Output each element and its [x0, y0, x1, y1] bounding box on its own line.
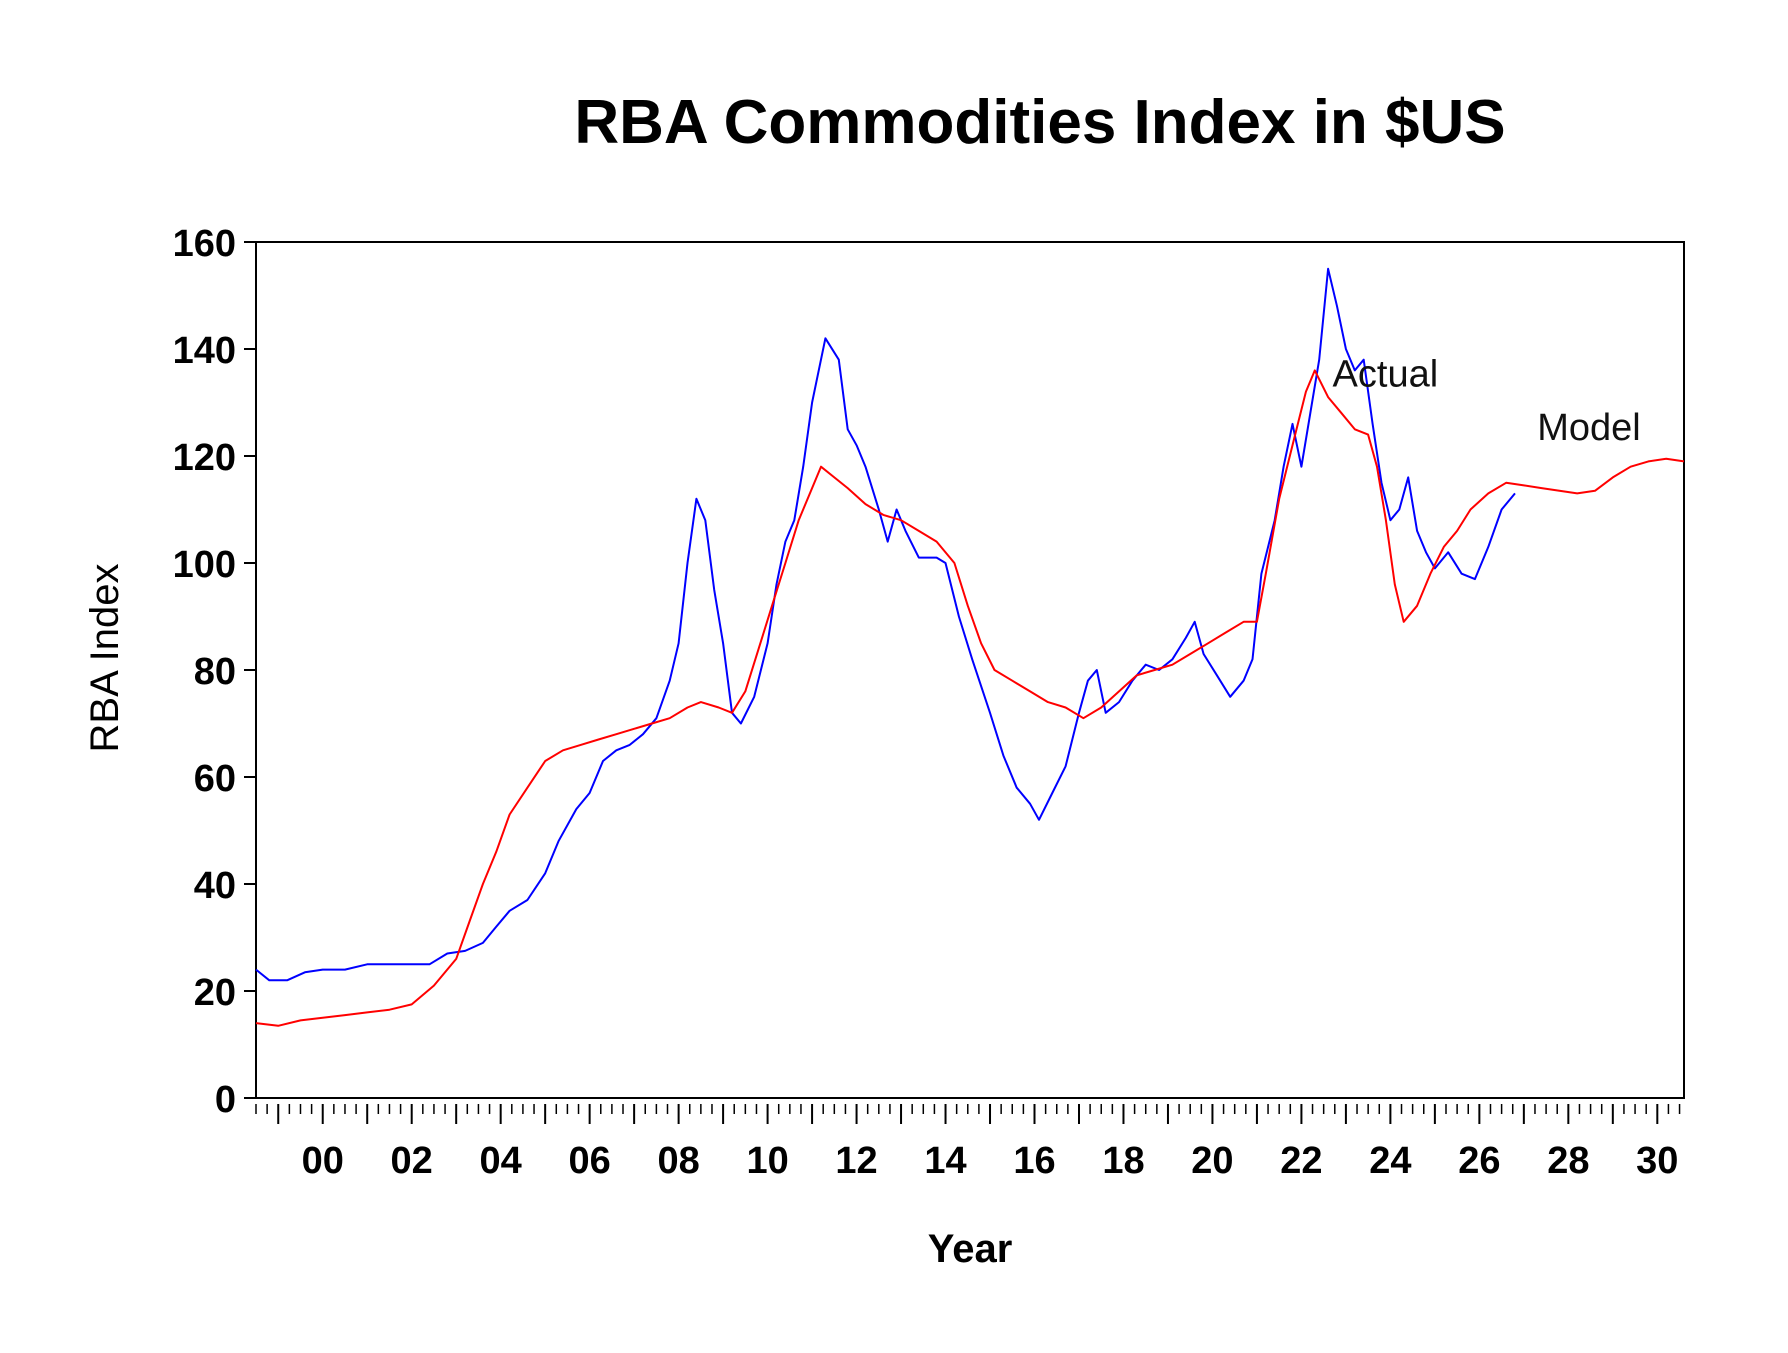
x-tick-label: 06 — [569, 1140, 611, 1182]
x-tick-label: 16 — [1013, 1140, 1055, 1182]
x-tick-label: 08 — [657, 1140, 699, 1182]
x-tick-label: 26 — [1458, 1140, 1500, 1182]
chart-title: RBA Commodities Index in $US — [574, 88, 1505, 157]
x-tick-label: 00 — [302, 1140, 344, 1182]
y-tick-label: 20 — [194, 972, 236, 1014]
series-layer — [255, 267, 1685, 1027]
y-axis-label: RBA Index — [83, 563, 127, 752]
x-tick-label: 28 — [1547, 1140, 1589, 1182]
x-tick-label: 18 — [1102, 1140, 1144, 1182]
x-tick-label: 22 — [1280, 1140, 1322, 1182]
series-annotation-model: Model — [1537, 407, 1641, 449]
x-tick-label: 20 — [1191, 1140, 1233, 1182]
y-tick-label: 60 — [194, 758, 236, 800]
x-tick-label: 30 — [1636, 1140, 1678, 1182]
y-tick-label: 160 — [173, 223, 236, 265]
y-tick-label: 80 — [194, 651, 236, 693]
y-axis: 0 20 40 60 80 100 120 140 160 — [173, 223, 256, 1121]
y-tick-label: 120 — [173, 437, 236, 479]
x-tick-label: 02 — [391, 1140, 433, 1182]
x-tick-label: 04 — [480, 1140, 522, 1182]
y-tick-label: 100 — [173, 544, 236, 586]
series-line-actual — [255, 267, 1516, 982]
x-axis: 00 02 04 06 08 10 12 14 16 18 20 22 24 26 28 30 — [255, 1104, 1681, 1182]
x-tick-label: 12 — [835, 1140, 877, 1182]
x-tick-label: 14 — [924, 1140, 966, 1182]
x-tick-label: 10 — [746, 1140, 788, 1182]
x-axis-label: Year — [928, 1227, 1013, 1271]
y-tick-label: 40 — [194, 865, 236, 907]
series-annotation-actual: Actual — [1333, 353, 1439, 395]
y-tick-label: 140 — [173, 330, 236, 372]
series-line-model — [255, 369, 1685, 1027]
plot-area-frame — [255, 241, 1685, 1099]
x-tick-label: 24 — [1369, 1140, 1411, 1182]
y-tick-label: 0 — [215, 1079, 236, 1121]
series-annotations: Actual Model — [1333, 353, 1641, 449]
